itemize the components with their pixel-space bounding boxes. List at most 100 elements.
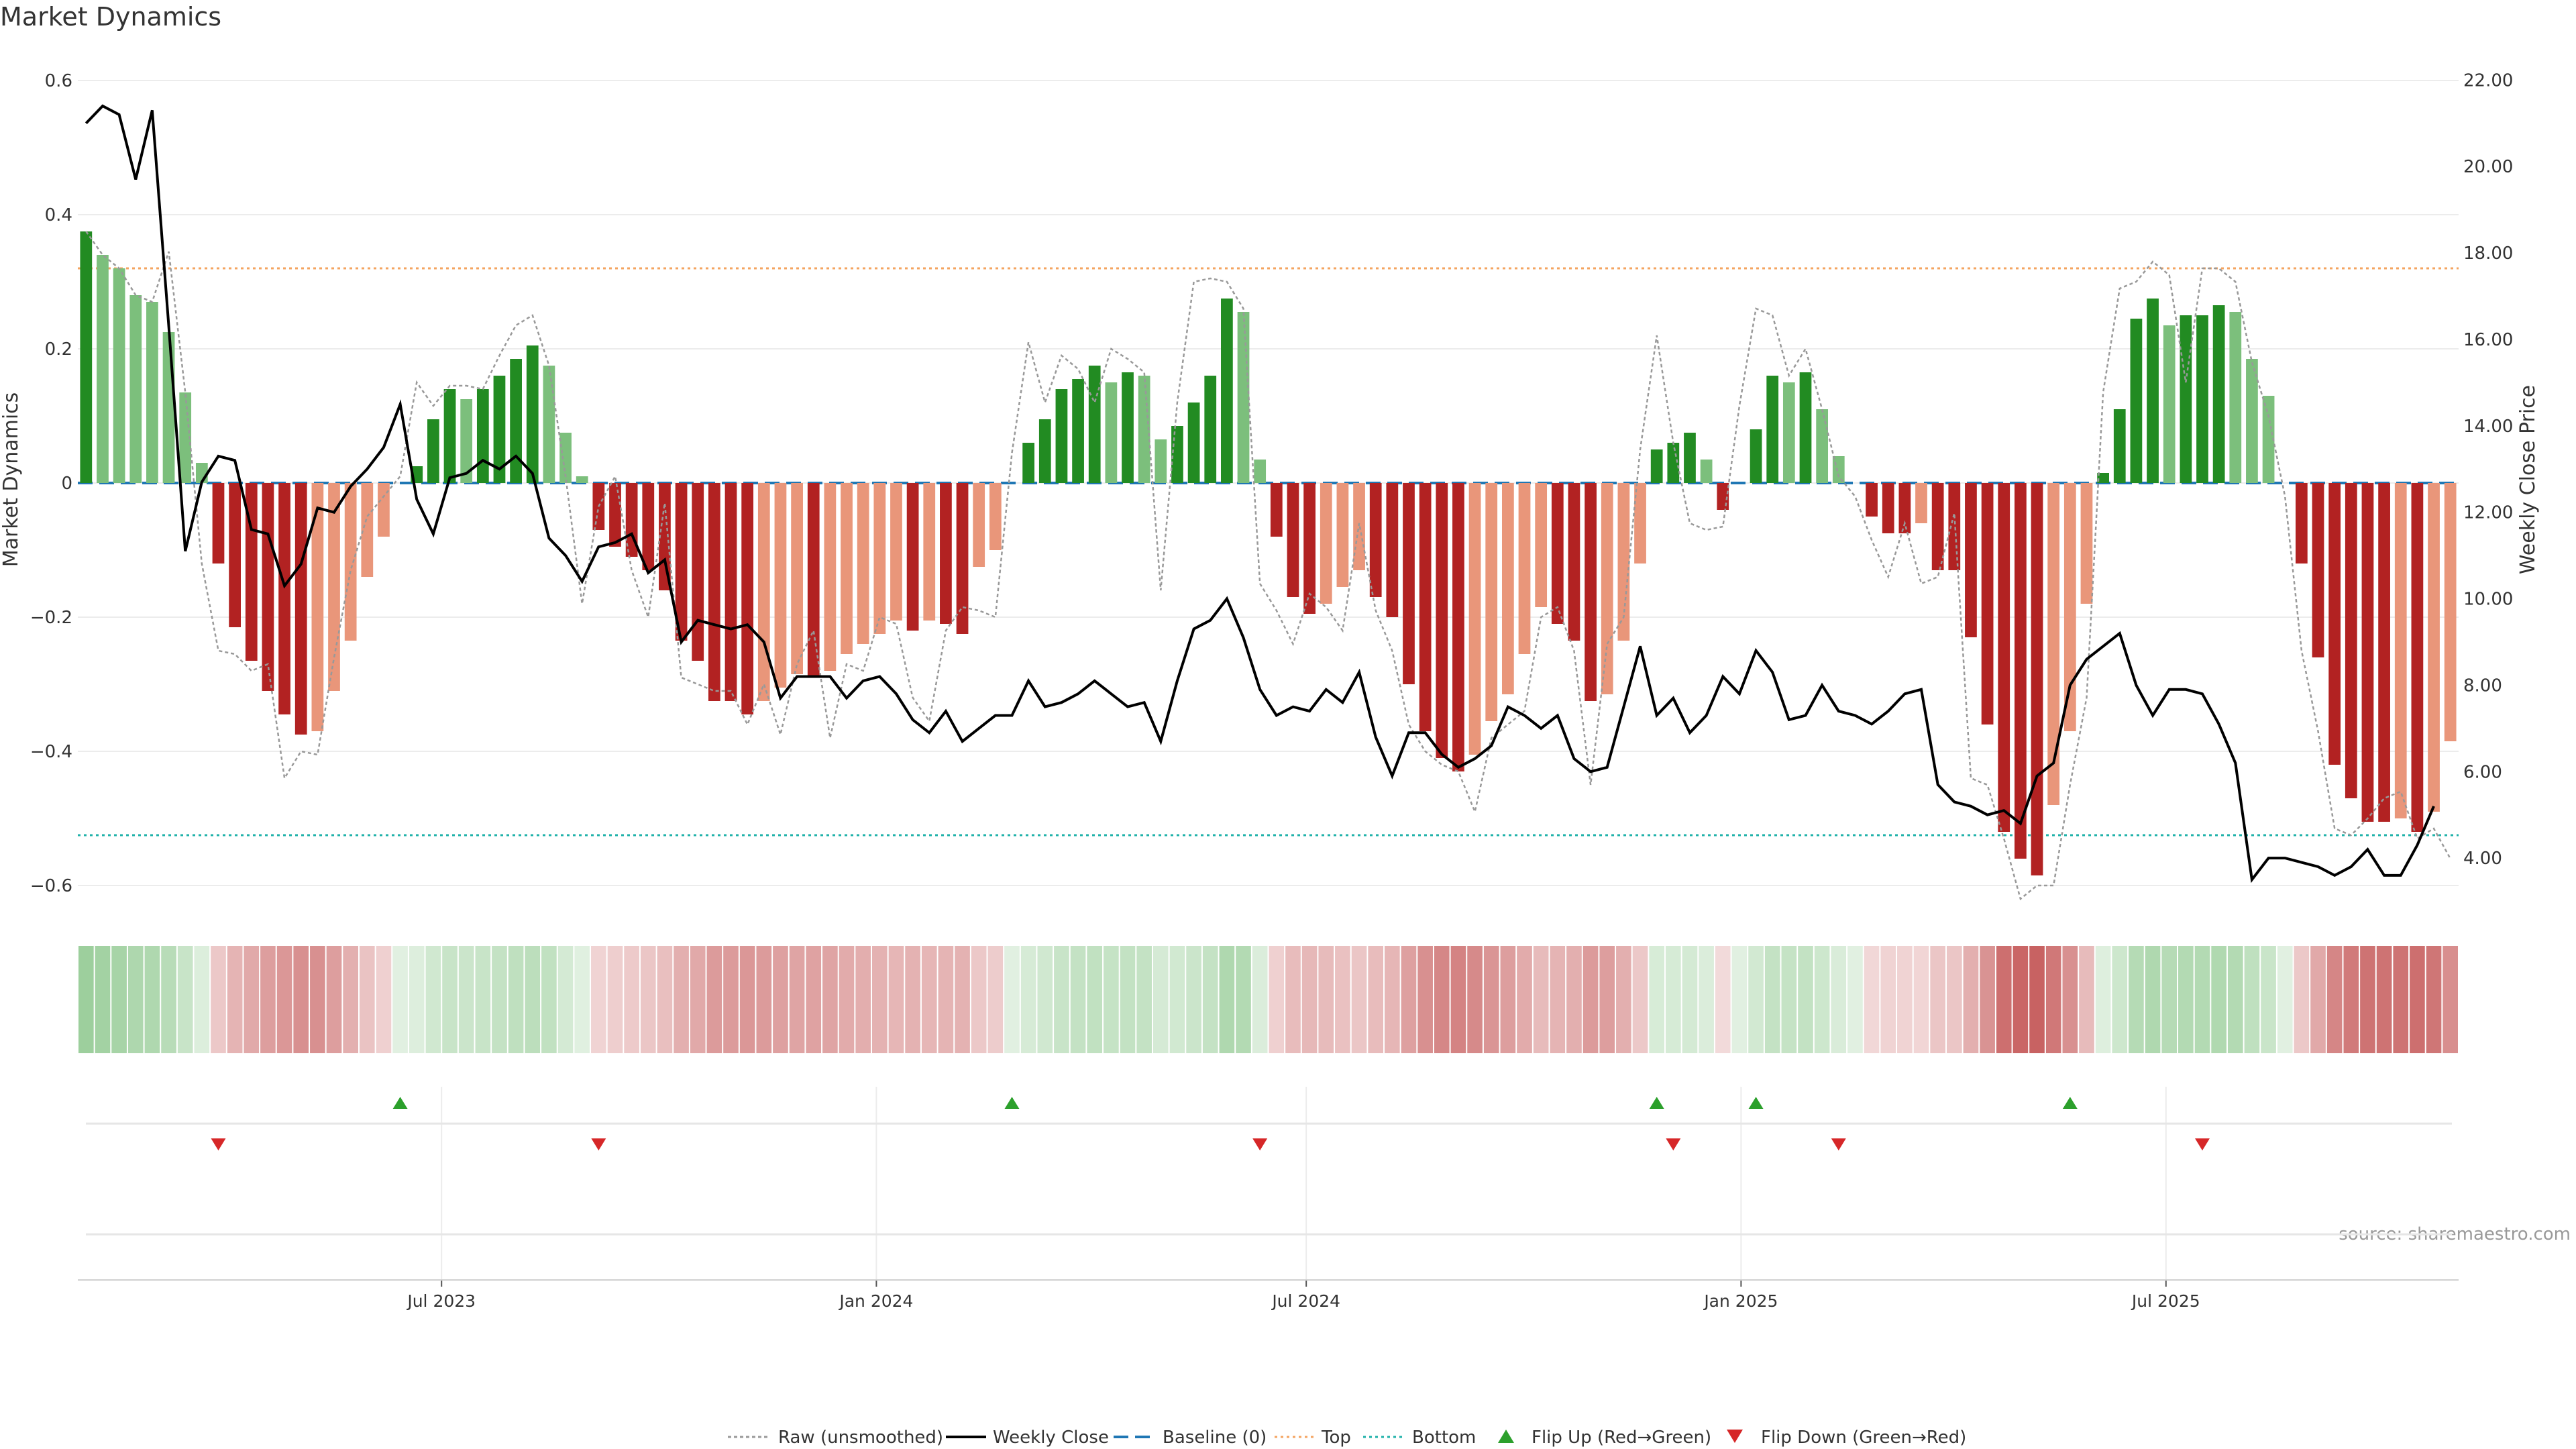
histogram-bar [1931,483,1944,570]
heat-cell [789,946,805,1053]
heat-cell [1616,946,1631,1053]
heat-cell [905,946,920,1053]
histogram-bar [973,483,985,567]
legend-label: Bottom [1412,1428,1476,1448]
right-tick-label: 22.00 [2463,70,2513,91]
histogram-bar [807,483,820,678]
heat-cell [1351,946,1367,1053]
histogram-bar [2428,483,2440,812]
heat-cell [194,946,210,1053]
histogram-bar [1270,483,1283,537]
histogram-bar [262,483,274,691]
right-tick-label: 10.00 [2463,590,2513,610]
heat-cell [541,946,557,1053]
heat-cell [1169,946,1185,1053]
histogram-bar [1419,483,1432,731]
heat-cell [1632,946,1648,1053]
legend-flip-up-swatch [1498,1430,1514,1443]
histogram-bar [2130,319,2143,483]
right-tick-label: 16.00 [2463,330,2513,350]
heat-cell [1136,946,1152,1053]
heat-cell [1781,946,1797,1053]
legend-label: Flip Up (Red→Green) [1532,1428,1711,1448]
x-tick-label: Jul 2024 [1271,1291,1340,1311]
flip-up-marker [1649,1097,1664,1109]
histogram-bar [1816,409,1829,483]
heat-cell [1368,946,1384,1053]
heat-cell [1269,946,1285,1053]
histogram-bar [311,483,324,731]
heat-cell [1880,946,1896,1053]
histogram-bar [890,483,902,621]
heat-cell [607,946,623,1053]
flip-down-marker [1252,1138,1268,1150]
series-lines [85,104,2451,901]
heat-strip [78,946,2458,1053]
heat-cell [359,946,375,1053]
heat-cell [1798,946,1813,1053]
histogram-bar [1320,483,1332,604]
histogram-bar [2328,483,2341,765]
heat-cell [2343,946,2359,1053]
right-tick-label: 18.00 [2463,244,2513,264]
heat-cell [2079,946,2094,1053]
heat-cell [987,946,1004,1053]
heat-cell [1980,946,1995,1053]
x-tick-label: Jul 2023 [406,1291,476,1311]
histogram-bars [80,231,2457,875]
heat-cell [326,946,342,1053]
histogram-bar [1717,483,1729,510]
heat-cell [2045,946,2061,1053]
heat-cell [855,946,871,1053]
heat-cell [1120,946,1136,1053]
left-tick-label: 0.2 [45,339,72,360]
histogram-bar [212,483,225,564]
heat-cell [657,946,673,1053]
heat-cell [525,946,541,1053]
heat-cell [1087,946,1103,1053]
histogram-bar [1684,433,1696,483]
histogram-bar [1866,483,1878,517]
heat-cell [310,946,325,1053]
right-tick-label: 6.00 [2463,762,2502,782]
histogram-bar [741,483,754,714]
heat-cell [508,946,524,1053]
histogram-bar [1369,483,1382,597]
heat-cell [1533,946,1549,1053]
histogram-bar [80,231,93,483]
histogram-bar [1948,483,1961,570]
histogram-bar [576,476,588,483]
heat-cell [2145,946,2161,1053]
heat-cell [1996,946,2012,1053]
heat-cell [1004,946,1020,1053]
histogram-bar [857,483,869,644]
heat-cell [2012,946,2029,1053]
x-tick-label: Jan 2025 [1703,1291,1778,1311]
histogram-bar [1832,456,1845,483]
histogram-bar [2262,396,2275,483]
heat-cell [756,946,772,1053]
histogram-bar [956,483,969,634]
heat-cell [2277,946,2293,1053]
right-tick-label: 20.00 [2463,157,2513,177]
heat-cell [111,946,127,1053]
left-tick-label: −0.2 [30,608,72,628]
histogram-bar [940,483,952,624]
histogram-bar [1568,483,1580,641]
flip-up-marker [392,1097,408,1109]
heat-cell [1550,946,1566,1053]
flip-down-marker [211,1138,226,1150]
histogram-bar [1022,443,1035,483]
histogram-bar [493,376,506,483]
heat-cell [1864,946,1880,1053]
heat-cell [95,946,111,1053]
heat-cell [2227,946,2243,1053]
heat-cell [1219,946,1235,1053]
histogram-bar [2113,409,2126,483]
histogram-bar [1303,483,1316,614]
histogram-bar [1700,460,1713,483]
histogram-bar [1882,483,1894,533]
heat-cell [2194,946,2210,1053]
histogram-bar [1998,483,2010,832]
histogram-bar [1965,483,1977,637]
